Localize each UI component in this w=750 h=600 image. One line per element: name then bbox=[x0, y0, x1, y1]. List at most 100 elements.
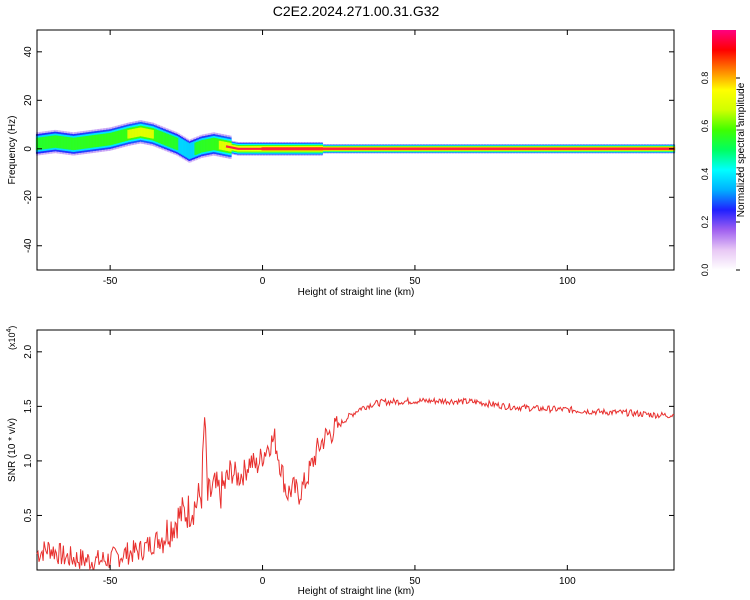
heatmap-cell bbox=[48, 136, 51, 149]
heatmap-cell bbox=[61, 136, 64, 149]
heatmap-cell bbox=[46, 136, 49, 149]
heatmap-cell bbox=[54, 135, 57, 148]
spectrogram-heatmap bbox=[35, 120, 676, 163]
heatmap-cell bbox=[107, 133, 110, 146]
heatmap-cell bbox=[173, 136, 176, 149]
heatmap-cell bbox=[45, 136, 48, 149]
heatmap-cell bbox=[134, 128, 138, 138]
heatmap-cell bbox=[176, 137, 179, 151]
heatmap-cell bbox=[83, 136, 86, 149]
heatmap-cell bbox=[57, 135, 60, 149]
heatmap-cell bbox=[80, 136, 83, 150]
spectrogram-frame bbox=[36, 29, 675, 271]
heatmap-cell bbox=[95, 134, 98, 148]
heatmap-cell bbox=[162, 132, 165, 145]
heatmap-cell bbox=[223, 141, 226, 151]
x-tick-label: 50 bbox=[409, 276, 421, 287]
snr-plot-area bbox=[36, 396, 675, 571]
heatmap-cell bbox=[63, 136, 66, 149]
figure-title: C2E2.2024.271.00.31.G32 bbox=[273, 3, 440, 19]
heatmap-cell bbox=[113, 131, 116, 145]
heatmap-cell bbox=[119, 130, 122, 143]
heatmap-cell bbox=[67, 137, 71, 150]
heatmap-cell bbox=[212, 137, 215, 151]
y-tick-label: 2.0 bbox=[23, 344, 34, 358]
snr-y-label: SNR (10 * v/v) bbox=[7, 418, 18, 482]
heatmap-cell bbox=[151, 129, 154, 139]
x-tick-label: -50 bbox=[103, 276, 118, 287]
heatmap-cell bbox=[153, 128, 156, 142]
heatmap-cell bbox=[186, 142, 189, 159]
heatmap-cell bbox=[165, 133, 168, 146]
heatmap-cell bbox=[70, 137, 74, 150]
heatmap-cell bbox=[74, 137, 77, 150]
x-tick-label: 0 bbox=[260, 276, 266, 287]
y-tick-label: 20 bbox=[23, 94, 34, 106]
heatmap-cell bbox=[96, 134, 100, 147]
heatmap-cell bbox=[189, 142, 192, 159]
snr-y-axis: 0.5 1.0 1.5 2.0 bbox=[23, 344, 674, 522]
heatmap-cell bbox=[168, 134, 171, 148]
heatmap-cell bbox=[43, 136, 46, 150]
heatmap-cell bbox=[157, 130, 160, 143]
colorbar-tick-label: 0.6 bbox=[700, 120, 710, 133]
colorbar-tick-label: 0.0 bbox=[700, 264, 710, 277]
heatmap-cell bbox=[141, 127, 144, 137]
x-tick-label: 100 bbox=[559, 576, 576, 587]
heatmap-cell bbox=[115, 131, 118, 144]
heatmap-cell bbox=[130, 129, 133, 138]
snr-x-label: Height of straight line (km) bbox=[298, 586, 415, 597]
snr-series-line bbox=[36, 396, 675, 571]
spectrogram-y-label: Frequency (Hz) bbox=[7, 116, 18, 185]
heatmap-cell bbox=[202, 139, 205, 153]
heatmap-cell bbox=[209, 138, 212, 151]
heatmap-cell bbox=[179, 137, 182, 154]
spectrogram-panel: -50 0 50 100 -40 -20 0 20 40 Height of straight… bbox=[7, 29, 676, 298]
spectrogram-x-axis: -50 0 50 100 bbox=[103, 30, 576, 287]
heatmap-cell bbox=[112, 132, 115, 145]
y-tick-label: 1.5 bbox=[23, 399, 34, 413]
heatmap-cell bbox=[171, 135, 174, 149]
heatmap-cell bbox=[177, 136, 180, 153]
heatmap-cell bbox=[93, 134, 96, 148]
heatmap-cell bbox=[87, 135, 90, 149]
colorbar-tick-label: 0.4 bbox=[700, 168, 710, 181]
heatmap-cell bbox=[208, 138, 211, 152]
y-tick-label: 40 bbox=[23, 46, 34, 58]
heatmap-cell bbox=[192, 141, 196, 158]
x-tick-label: 0 bbox=[260, 576, 266, 587]
heatmap-cell bbox=[198, 140, 202, 154]
heatmap-cell bbox=[104, 133, 107, 146]
heatmap-cell bbox=[139, 127, 142, 137]
heatmap-cell bbox=[75, 137, 78, 150]
heatmap-cell bbox=[106, 133, 109, 146]
y-tick-label: -40 bbox=[23, 238, 34, 253]
heatmap-cell bbox=[191, 142, 194, 158]
heatmap-cell bbox=[78, 136, 81, 150]
heatmap-cell bbox=[98, 134, 101, 147]
heatmap-cell bbox=[160, 131, 164, 145]
spectrogram-y-axis: -40 -20 0 20 40 bbox=[23, 46, 674, 253]
snr-x-axis: -50 0 50 100 bbox=[103, 330, 576, 587]
heatmap-cell bbox=[220, 141, 223, 150]
snr-multiplier-label: (x104) bbox=[6, 326, 17, 350]
heatmap-cell bbox=[156, 129, 159, 143]
heatmap-cell bbox=[206, 138, 209, 152]
heatmap-cell bbox=[42, 136, 45, 150]
snr-panel: -50 0 50 100 0.5 1.0 1.5 2.0 Height of straigh… bbox=[6, 326, 675, 597]
heatmap-cell bbox=[133, 128, 136, 138]
heatmap-cell bbox=[101, 133, 104, 147]
y-tick-label: 0 bbox=[23, 146, 34, 152]
heatmap-cell bbox=[51, 135, 54, 149]
heatmap-cell bbox=[99, 134, 103, 147]
heatmap-cell bbox=[89, 135, 92, 148]
heatmap-cell bbox=[118, 130, 121, 143]
heatmap-cell bbox=[185, 141, 188, 158]
heatmap-cell bbox=[102, 133, 106, 147]
heatmap-cell bbox=[180, 138, 183, 155]
heatmap-cell bbox=[121, 129, 124, 143]
heatmap-cell bbox=[66, 136, 69, 150]
heatmap-cell bbox=[49, 135, 52, 149]
heatmap-cell bbox=[72, 137, 75, 151]
x-tick-label: 100 bbox=[559, 276, 576, 287]
